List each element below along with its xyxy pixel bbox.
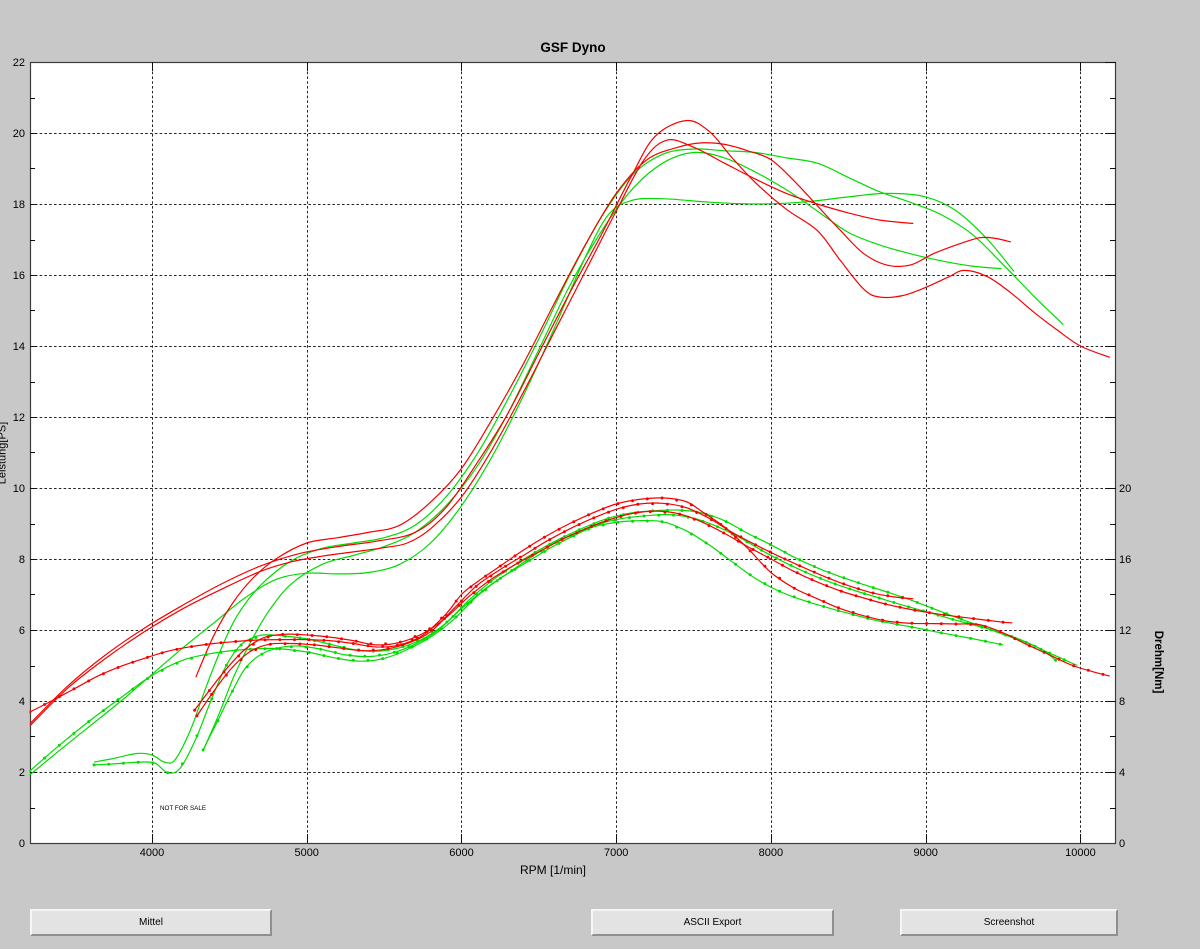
svg-text:0: 0 (1119, 838, 1125, 850)
svg-text:6000: 6000 (449, 847, 473, 859)
svg-text:GSF Dyno: GSF Dyno (540, 40, 605, 55)
svg-text:10000: 10000 (1065, 847, 1096, 859)
svg-text:4000: 4000 (140, 847, 164, 859)
svg-text:9000: 9000 (913, 847, 937, 859)
svg-text:4: 4 (19, 696, 25, 708)
svg-text:5000: 5000 (294, 847, 318, 859)
svg-text:14: 14 (13, 341, 25, 353)
svg-text:7000: 7000 (604, 847, 628, 859)
svg-text:6: 6 (19, 625, 25, 637)
svg-text:NOT FOR SALE: NOT FOR SALE (160, 805, 206, 812)
svg-text:12: 12 (1119, 625, 1131, 637)
svg-text:8000: 8000 (759, 847, 783, 859)
svg-text:8: 8 (1119, 696, 1125, 708)
svg-text:Drehm[Nm]: Drehm[Nm] (1152, 631, 1164, 694)
svg-text:20: 20 (13, 128, 25, 140)
svg-text:Leistung[PS]: Leistung[PS] (0, 422, 9, 484)
svg-text:0: 0 (19, 838, 25, 850)
svg-text:16: 16 (1119, 554, 1131, 566)
svg-text:8: 8 (19, 554, 25, 566)
svg-text:RPM [1/min]: RPM [1/min] (520, 863, 586, 877)
svg-text:18: 18 (13, 199, 25, 211)
svg-text:16: 16 (13, 270, 25, 282)
svg-text:4: 4 (1119, 767, 1125, 779)
svg-text:20: 20 (1119, 483, 1131, 495)
svg-text:22: 22 (13, 57, 25, 69)
svg-text:10: 10 (13, 483, 25, 495)
svg-text:12: 12 (13, 412, 25, 424)
svg-text:2: 2 (19, 767, 25, 779)
